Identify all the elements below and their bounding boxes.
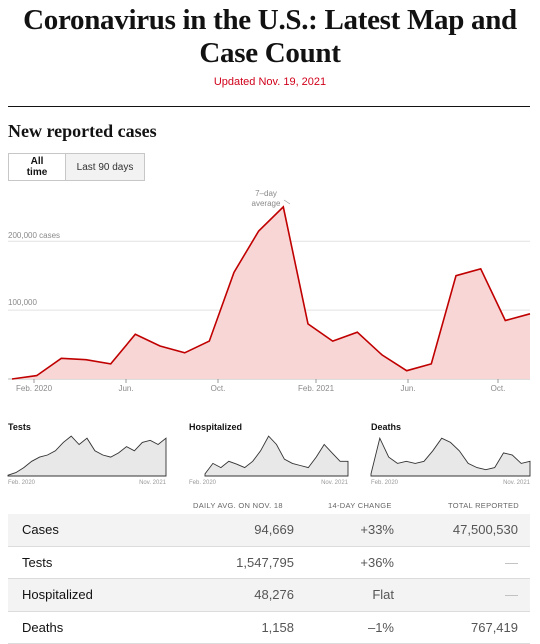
hospitalized-chart: Hospitalized Feb. 2020 Nov. 2021 [189, 422, 349, 486]
deaths-chart: Deaths Feb. 2020 Nov. 2021 [371, 422, 531, 486]
row-label: Cases [22, 522, 59, 537]
table-row: Cases 94,669 +33% 47,500,530 [8, 514, 530, 547]
page-title: Coronavirus in the U.S.: Latest Map and … [0, 4, 540, 70]
small-multiples: Tests Feb. 2020 Nov. 2021 Hospitalized F… [0, 418, 540, 488]
new-cases-chart: 200,000 cases 100,000 7–day average Feb.… [0, 186, 540, 396]
x-tick-label: Feb. 2021 [298, 384, 335, 393]
time-range-toggle: All time Last 90 days [8, 153, 145, 181]
deaths-x-start: Feb. 2020 [371, 480, 399, 486]
row-label: Hospitalized [22, 587, 93, 602]
row-daily-avg: 48,276 [254, 587, 294, 602]
row-change: +36% [360, 555, 394, 570]
deaths-title: Deaths [371, 422, 401, 432]
tab-last-90-days[interactable]: Last 90 days [65, 153, 145, 181]
tests-title: Tests [8, 422, 31, 432]
tab-all-time[interactable]: All time [8, 153, 65, 181]
hospitalized-x-end: Nov. 2021 [321, 480, 349, 486]
x-tick-label: Jun. [118, 384, 133, 393]
cases-area [12, 207, 530, 379]
col-header-14day: 14-DAY CHANGE [328, 501, 392, 510]
stats-table: Cases 94,669 +33% 47,500,530 Tests 1,547… [8, 514, 530, 644]
row-label: Deaths [22, 620, 63, 635]
col-header-total: TOTAL REPORTED [448, 501, 519, 510]
section-title: New reported cases [8, 121, 157, 142]
row-daily-avg: 1,158 [261, 620, 294, 635]
row-change: Flat [372, 587, 394, 602]
updated-timestamp: Updated Nov. 19, 2021 [0, 76, 540, 88]
tests-x-end: Nov. 2021 [139, 480, 167, 486]
tests-x-start: Feb. 2020 [8, 480, 36, 486]
col-header-daily-avg: DAILY AVG. ON NOV. 18 [193, 501, 283, 510]
tests-chart: Tests Feb. 2020 Nov. 2021 [8, 422, 167, 486]
x-tick-label: Oct. [491, 384, 506, 393]
row-total: — [505, 587, 518, 602]
header-divider [8, 106, 530, 107]
table-row: Hospitalized 48,276 Flat — [8, 579, 530, 612]
x-tick-label: Oct. [211, 384, 226, 393]
hospitalized-x-start: Feb. 2020 [189, 480, 217, 486]
deaths-x-end: Nov. 2021 [503, 480, 531, 486]
x-tick-label: Feb. 2020 [16, 384, 53, 393]
row-total: — [505, 555, 518, 570]
annotation-pointer [284, 200, 290, 204]
row-label: Tests [22, 555, 52, 570]
annotation-label-2: average [252, 199, 281, 208]
row-total: 767,419 [471, 620, 518, 635]
x-tick-label: Jun. [400, 384, 415, 393]
row-daily-avg: 94,669 [254, 522, 294, 537]
hospitalized-title: Hospitalized [189, 422, 242, 432]
y-tick-100k: 100,000 [8, 298, 37, 307]
row-change: +33% [360, 522, 394, 537]
row-daily-avg: 1,547,795 [236, 555, 294, 570]
row-total: 47,500,530 [453, 522, 518, 537]
y-tick-200k: 200,000 cases [8, 231, 60, 240]
annotation-label: 7–day [255, 189, 277, 198]
row-change: –1% [368, 620, 394, 635]
table-row: Deaths 1,158 –1% 767,419 [8, 612, 530, 644]
table-row: Tests 1,547,795 +36% — [8, 547, 530, 580]
